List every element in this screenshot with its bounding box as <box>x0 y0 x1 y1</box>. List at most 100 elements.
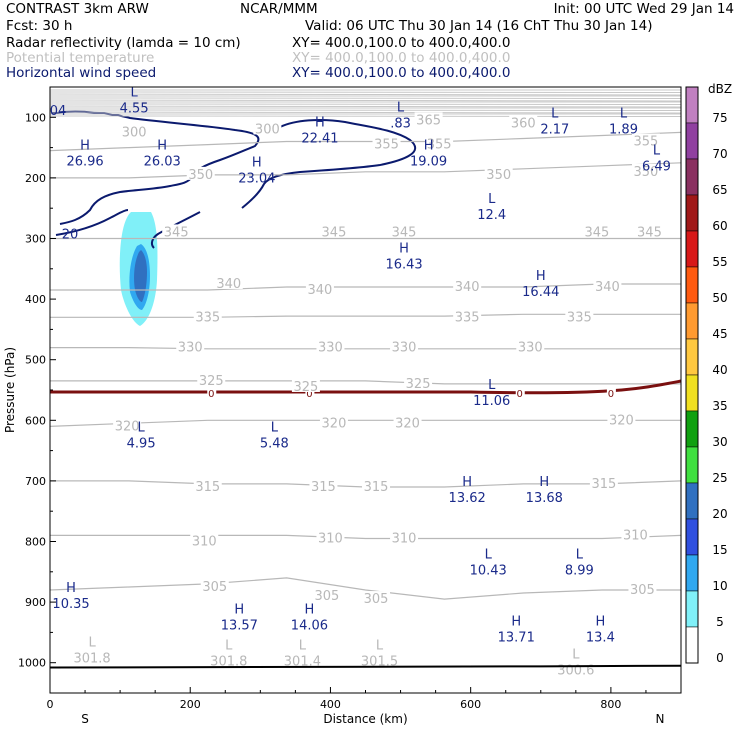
colorbar-unit: dBZ <box>708 82 732 96</box>
colorbar-level: 60 <box>712 219 727 233</box>
theta-label: 325 <box>199 374 224 389</box>
colorbar-level: 40 <box>712 363 727 377</box>
endpoint-north: N <box>655 712 664 726</box>
theta-label: 330 <box>518 341 543 356</box>
colorbar-swatch <box>685 518 699 556</box>
theta-label: 345 <box>392 225 417 240</box>
y-tick-label: 700 <box>25 475 46 488</box>
wind-extremum-type: H <box>315 116 325 131</box>
wind-extremum-value: 14.06 <box>291 618 328 633</box>
theta-label: 300 <box>122 125 147 140</box>
wind-extremum-type: L <box>271 420 279 435</box>
theta-label-bg <box>362 591 391 605</box>
wind-extremum-value: 26.03 <box>144 155 181 170</box>
wind-extremum-type: H <box>539 475 549 490</box>
theta-label-bg <box>197 372 226 386</box>
theta-label-bg <box>186 166 215 180</box>
theta-contour <box>50 380 681 385</box>
wind-extremum-value: 19.09 <box>410 155 447 170</box>
wind-extremum-value: 22.41 <box>301 132 338 147</box>
wind-extremum-value: 10.35 <box>52 597 89 612</box>
ground-line <box>49 664 682 669</box>
theta-label: 340 <box>216 277 241 292</box>
wind-extremum-value: 23.04 <box>238 172 275 187</box>
theta-label-bg <box>200 578 229 592</box>
theta-extremum-value: 301.8 <box>73 652 110 667</box>
wind-extremum-value: 2.17 <box>540 123 569 138</box>
wind-extremum-value: 4.95 <box>127 436 156 451</box>
wind-extremum-value: 5.48 <box>260 436 289 451</box>
theta-label: 305 <box>202 580 227 595</box>
theta-label: 305 <box>364 592 389 607</box>
theta-label: 315 <box>364 480 389 495</box>
reflectivity-20dbz <box>134 250 147 302</box>
theta-label: 325 <box>406 377 431 392</box>
wind-extremum-type: L <box>485 548 493 563</box>
theta-label: 345 <box>164 225 189 240</box>
freezing-level-line <box>50 379 682 395</box>
colorbar-swatch <box>685 302 699 340</box>
theta-label-bg <box>319 415 348 429</box>
theta-label-bg <box>635 224 664 238</box>
theta-label: 355 <box>634 135 659 150</box>
theta-extremum-value: 301.4 <box>284 655 321 670</box>
theta-label: 310 <box>192 535 217 550</box>
colorbar-level: 75 <box>712 111 727 125</box>
theta-label: 315 <box>195 480 220 495</box>
freezing-label-bg <box>515 386 525 399</box>
wind-extremum-value: 16.44 <box>522 285 559 300</box>
theta-label-bg <box>291 378 320 392</box>
theta-label: 315 <box>311 480 336 495</box>
theta-contour <box>49 109 682 111</box>
theta-label: 340 <box>308 283 333 298</box>
wind-extremum-type: L <box>131 85 139 100</box>
theta-contour <box>49 115 682 117</box>
colorbar-level: 25 <box>712 471 727 485</box>
y-tick-label: 800 <box>25 536 46 549</box>
theta-contour <box>50 534 682 540</box>
theta-label-bg <box>390 339 419 353</box>
theta-label-bg <box>390 224 419 238</box>
wind-contour <box>150 211 201 249</box>
wind-extremum-value: 4.55 <box>120 101 149 116</box>
wind-extremum-type: L <box>653 144 661 159</box>
theta-extremum-type: L <box>225 639 233 654</box>
wind-extremum-type: L <box>620 107 628 122</box>
field-wind: Horizontal wind speed <box>6 65 157 81</box>
colorbar-level: 20 <box>712 507 727 521</box>
theta-label-bg <box>484 166 513 180</box>
field-theta: Potential temperature <box>6 50 155 66</box>
theta-extremum-value: 300.6 <box>557 664 594 679</box>
field-reflectivity-xy: XY= 400.0,100.0 to 400.0,400.0 <box>292 35 511 51</box>
theta-label-bg <box>582 224 611 238</box>
wind-extremum-type: L <box>576 548 584 563</box>
y-tick-label: 500 <box>25 354 46 367</box>
theta-label: 335 <box>455 310 480 325</box>
colorbar-swatch <box>685 86 699 124</box>
theta-label-bg <box>120 124 149 138</box>
x-tick-label: 200 <box>180 698 201 711</box>
x-tick-label: 0 <box>47 698 54 711</box>
theta-label: 350 <box>486 168 511 183</box>
theta-label-bg <box>453 309 482 323</box>
theta-label: 325 <box>293 380 318 395</box>
colorbar-level: 0 <box>716 651 724 665</box>
theta-label: 330 <box>178 341 203 356</box>
theta-label-bg <box>393 415 422 429</box>
wind-extremum-type: H <box>462 475 472 490</box>
wind-extremum-type: H <box>399 242 409 257</box>
theta-contour <box>49 99 682 102</box>
theta-label: 330 <box>392 341 417 356</box>
theta-extremum-type: L <box>299 639 307 654</box>
theta-label: 320 <box>395 416 420 431</box>
colorbar-level: 10 <box>712 579 727 593</box>
theta-label: 335 <box>567 310 592 325</box>
wind-extremum-value: 13.71 <box>498 630 535 645</box>
theta-contour <box>49 131 682 152</box>
y-tick-label: 600 <box>25 414 46 427</box>
theta-label: 305 <box>315 589 340 604</box>
theta-label: 345 <box>584 225 609 240</box>
field-theta-xy: XY= 400.0,100.0 to 400.0,400.0 <box>292 50 511 66</box>
theta-label: 320 <box>115 419 140 434</box>
